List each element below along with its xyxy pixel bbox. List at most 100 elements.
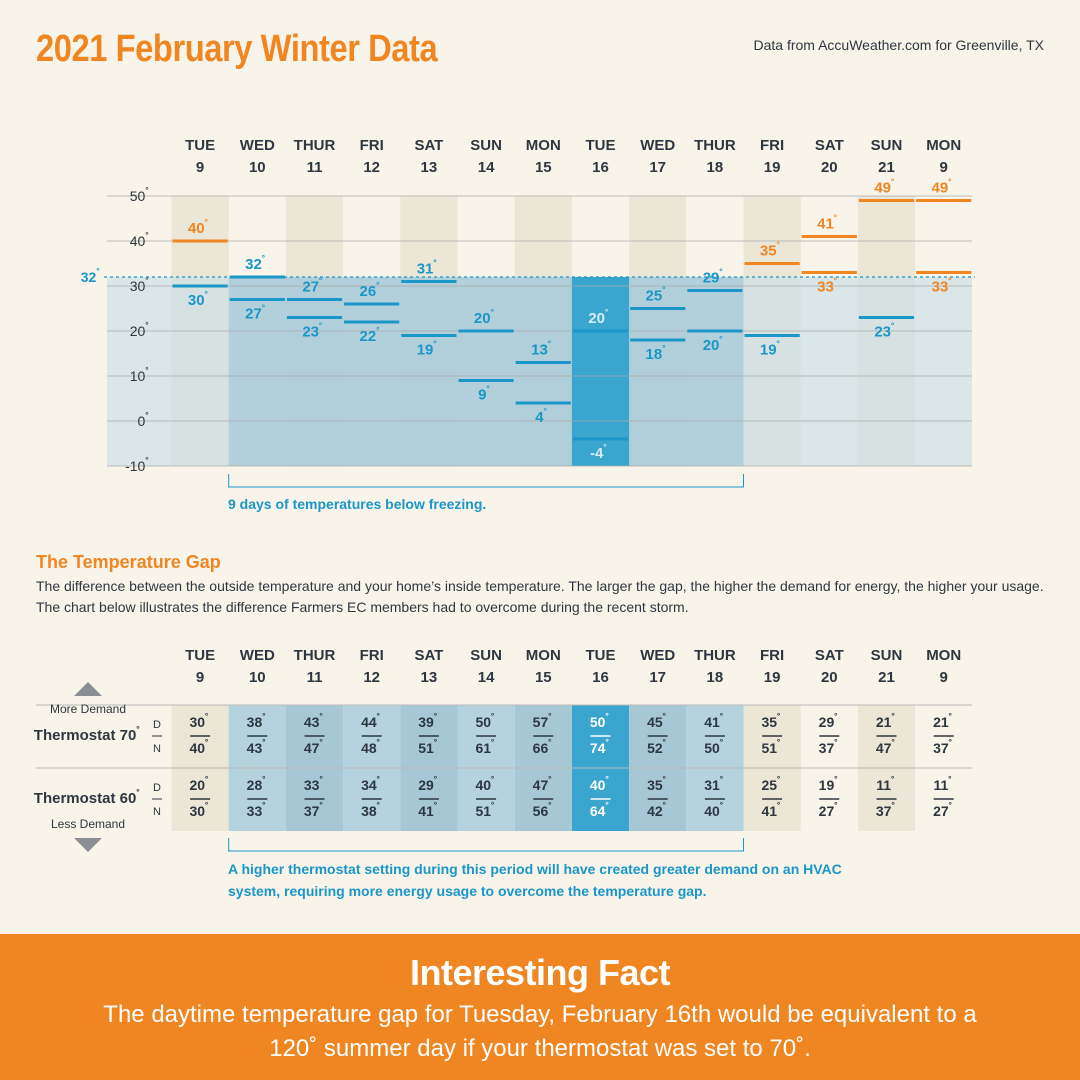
day-gap-value: 35˚ bbox=[647, 776, 666, 793]
day-gap-value: 50˚ bbox=[475, 713, 494, 730]
night-gap-value: 27˚ bbox=[819, 802, 838, 819]
gap-day-date: 9 bbox=[940, 669, 948, 686]
day-name-label: WED bbox=[240, 137, 275, 154]
day-name-label: FRI bbox=[760, 137, 784, 154]
high-temp-label: 20˚ bbox=[588, 309, 608, 327]
day-gap-value: 44˚ bbox=[361, 713, 380, 730]
less-demand-arrow-icon bbox=[74, 838, 102, 852]
low-temp-label: 33˚ bbox=[932, 278, 952, 296]
night-gap-value: 48˚ bbox=[361, 739, 380, 756]
day-gap-value: 30˚ bbox=[189, 713, 208, 730]
night-gap-value: 66˚ bbox=[533, 739, 552, 756]
gap-day-date: 15 bbox=[535, 669, 552, 686]
low-temp-label: 9˚ bbox=[478, 386, 490, 404]
gap-day-name: TUE bbox=[586, 647, 616, 664]
day-date-label: 9 bbox=[940, 159, 948, 176]
night-gap-value: 30˚ bbox=[189, 802, 208, 819]
gap-day-name: SAT bbox=[815, 647, 844, 664]
day-row-label: D bbox=[153, 719, 161, 731]
day-gap-value: 21˚ bbox=[876, 713, 895, 730]
gap-day-name: THUR bbox=[694, 647, 736, 664]
gap-day-date: 19 bbox=[764, 669, 781, 686]
night-gap-value: 51˚ bbox=[475, 802, 494, 819]
day-date-label: 19 bbox=[764, 159, 781, 176]
day-gap-value: 11˚ bbox=[933, 776, 951, 793]
gap-day-name: MON bbox=[926, 647, 961, 664]
day-gap-value: 19˚ bbox=[819, 776, 838, 793]
day-date-label: 14 bbox=[478, 159, 495, 176]
low-temp-label: 23˚ bbox=[302, 323, 322, 341]
low-temp-label: 27˚ bbox=[245, 305, 265, 323]
gap-day-name: MON bbox=[526, 647, 561, 664]
day-date-label: 10 bbox=[249, 159, 266, 176]
day-date-label: 11 bbox=[307, 159, 323, 176]
low-temp-label: 19˚ bbox=[417, 341, 437, 359]
low-temp-label: 18˚ bbox=[646, 345, 666, 363]
gap-day-name: SUN bbox=[871, 647, 903, 664]
gap-day-date: 13 bbox=[421, 669, 438, 686]
freeze-days-region bbox=[228, 277, 744, 466]
day-date-label: 18 bbox=[707, 159, 724, 176]
data-source: Data from AccuWeather.com for Greenville… bbox=[753, 37, 1045, 53]
high-temp-label: 35˚ bbox=[760, 242, 780, 260]
freeze-bracket bbox=[228, 474, 744, 488]
low-temp-label: -4˚ bbox=[590, 444, 607, 462]
gap-day-date: 20 bbox=[821, 669, 838, 686]
day-date-label: 20 bbox=[821, 159, 838, 176]
gap-section-title: The Temperature Gap bbox=[36, 552, 221, 572]
day-name-label: THUR bbox=[694, 137, 736, 154]
gap-day-date: 11 bbox=[307, 669, 323, 686]
night-gap-value: 38˚ bbox=[361, 802, 380, 819]
low-temp-label: 30˚ bbox=[188, 291, 208, 309]
day-gap-value: 50˚ bbox=[590, 713, 609, 730]
high-temp-label: 20˚ bbox=[474, 309, 494, 327]
night-gap-value: 52˚ bbox=[647, 739, 666, 756]
high-temp-label: 41˚ bbox=[817, 215, 837, 233]
night-gap-value: 61˚ bbox=[475, 739, 494, 756]
high-temp-label: 29˚ bbox=[703, 269, 723, 287]
day-gap-value: 45˚ bbox=[647, 713, 666, 730]
y-tick-label: 0˚ bbox=[138, 412, 149, 429]
high-temp-label: 49˚ bbox=[874, 179, 894, 197]
high-temp-label: 31˚ bbox=[417, 260, 437, 278]
day-gap-value: 41˚ bbox=[704, 713, 723, 730]
interesting-fact-banner: Interesting Fact The daytime temperature… bbox=[0, 934, 1080, 1080]
night-gap-value: 47˚ bbox=[304, 739, 323, 756]
night-gap-value: 56˚ bbox=[533, 802, 552, 819]
high-temp-label: 40˚ bbox=[188, 219, 208, 237]
y-tick-label: -10˚ bbox=[125, 457, 149, 474]
page-title: 2021 February Winter Data bbox=[36, 28, 438, 70]
gap-day-date: 18 bbox=[707, 669, 724, 686]
gap-day-date: 14 bbox=[478, 669, 495, 686]
night-gap-value: 74˚ bbox=[590, 739, 609, 756]
day-gap-value: 33˚ bbox=[304, 776, 323, 793]
day-gap-value: 31˚ bbox=[704, 776, 723, 793]
day-name-label: SUN bbox=[871, 137, 903, 154]
fact-body: The daytime temperature gap for Tuesday,… bbox=[103, 1001, 977, 1062]
night-gap-value: 33˚ bbox=[247, 802, 266, 819]
night-gap-value: 41˚ bbox=[761, 802, 780, 819]
gap-day-name: TUE bbox=[185, 647, 215, 664]
day-gap-value: 38˚ bbox=[247, 713, 266, 730]
y-tick-label: 30˚ bbox=[130, 277, 149, 294]
night-row-label: N bbox=[153, 806, 161, 818]
gap-day-name: SUN bbox=[470, 647, 502, 664]
day-gap-value: 11˚ bbox=[876, 776, 894, 793]
day-gap-value: 29˚ bbox=[819, 713, 838, 730]
gap-day-name: FRI bbox=[760, 647, 784, 664]
night-gap-value: 37˚ bbox=[933, 739, 952, 756]
y-tick-label: 40˚ bbox=[130, 232, 149, 249]
more-demand-arrow-icon bbox=[74, 682, 102, 696]
low-temp-label: 22˚ bbox=[360, 327, 380, 345]
night-gap-value: 37˚ bbox=[304, 802, 323, 819]
high-temp-label: 25˚ bbox=[646, 287, 666, 305]
day-date-label: 15 bbox=[535, 159, 552, 176]
y-tick-label: 10˚ bbox=[130, 367, 149, 384]
day-gap-value: 57˚ bbox=[533, 713, 552, 730]
day-gap-value: 35˚ bbox=[761, 713, 780, 730]
day-gap-value: 20˚ bbox=[189, 776, 208, 793]
high-temp-label: 26˚ bbox=[360, 282, 380, 300]
night-gap-value: 27˚ bbox=[933, 802, 952, 819]
day-row-label: D bbox=[153, 782, 161, 794]
